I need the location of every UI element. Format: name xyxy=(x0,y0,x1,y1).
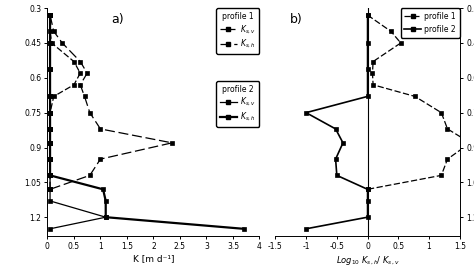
X-axis label: K [m d⁻¹]: K [m d⁻¹] xyxy=(133,254,174,263)
Legend: profile 1, profile 2: profile 1, profile 2 xyxy=(401,8,460,38)
X-axis label: $Log_{10}$ $K_{s,h}$/ $K_{s,v}$: $Log_{10}$ $K_{s,h}$/ $K_{s,v}$ xyxy=(336,254,400,267)
Text: b): b) xyxy=(290,13,303,26)
Legend: $K_{s,v}$, $K_{s,h}$: $K_{s,v}$, $K_{s,h}$ xyxy=(216,81,259,127)
Text: a): a) xyxy=(111,13,124,26)
